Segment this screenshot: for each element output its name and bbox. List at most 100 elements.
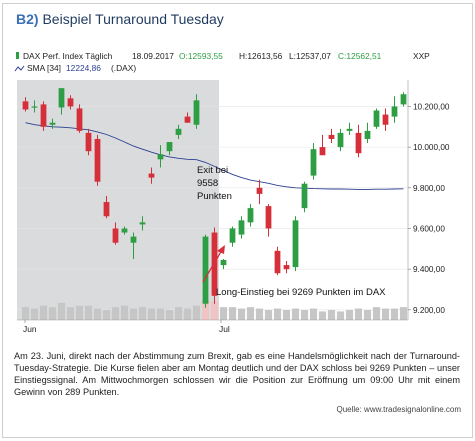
candle-body — [391, 106, 398, 117]
volume-bar — [300, 310, 309, 320]
figure-title: B2) Beispiel Turnaround Tuesday — [16, 11, 224, 27]
volume-bar — [282, 310, 291, 320]
candle-body — [40, 104, 47, 127]
volume-bar — [39, 305, 48, 320]
candle-body — [229, 228, 236, 243]
volume-bar — [192, 305, 201, 320]
volume-bar — [264, 310, 273, 320]
volume-bar — [291, 308, 300, 320]
candle-body — [157, 154, 164, 160]
candle-body — [400, 94, 407, 105]
volume-bar — [30, 308, 39, 320]
candle-body — [49, 122, 56, 125]
candle-body — [310, 149, 317, 176]
candle-body — [184, 116, 191, 123]
candle-body — [256, 187, 263, 194]
volume-bar — [174, 307, 183, 320]
volume-bar — [399, 307, 408, 320]
volume-bars — [21, 300, 408, 320]
candle-body — [139, 222, 146, 225]
volume-bar — [381, 308, 390, 320]
y-tick-label: 10.000,00 — [413, 143, 450, 152]
candle-body — [346, 128, 353, 131]
candle-body — [373, 110, 380, 127]
volume-bar — [75, 305, 84, 320]
candle-body — [67, 98, 74, 107]
entry-arrow-head — [217, 245, 225, 254]
y-tick-label: 9.400,00 — [413, 265, 445, 274]
legend-date: 18.09.2017 — [132, 51, 174, 61]
candle-body — [238, 220, 245, 235]
candle-body — [202, 236, 209, 304]
y-tick-label: 9.600,00 — [413, 224, 445, 233]
candlestick-chart: 10.200,00 10.000,00 9.800,00 9.600,00 9.400,… — [14, 51, 450, 334]
volume-bar — [390, 308, 399, 320]
exit-annotation: Exit bei 9558 Punkten — [197, 165, 232, 202]
x-tick-label: Jun — [23, 324, 37, 334]
volume-bar — [111, 307, 120, 320]
candle-body — [85, 132, 92, 152]
figure-title-text: Beispiel Turnaround Tuesday — [42, 11, 224, 27]
legend-open: O:12593,55 — [179, 51, 223, 61]
candle-body — [76, 108, 83, 131]
x-axis: Jun Jul — [17, 319, 408, 334]
volume-bar — [120, 305, 129, 320]
candle-body — [328, 134, 335, 139]
volume-bar — [237, 308, 246, 320]
volume-bar — [66, 307, 75, 320]
volume-bar — [48, 307, 57, 320]
exit-annotation-line3: Punkten — [197, 191, 232, 202]
volume-bar — [345, 310, 354, 320]
volume-bar — [138, 307, 147, 320]
candle-body — [22, 101, 29, 110]
volume-bar — [228, 307, 237, 320]
volume-bar — [165, 310, 174, 320]
volume-bar — [156, 308, 165, 320]
sma-legend-value: 12224,86 — [66, 63, 101, 73]
legend-high: H:12613,56 — [239, 51, 283, 61]
candles — [22, 88, 407, 308]
volume-bar — [273, 308, 282, 320]
y-tick-label: 10.200,00 — [413, 102, 450, 111]
volume-bar — [93, 308, 102, 320]
sma-legend-series: (.DAX) — [111, 63, 136, 73]
candle-body — [382, 114, 389, 125]
candle-body — [112, 228, 119, 243]
volume-bar — [102, 310, 111, 320]
volume-bar — [372, 307, 381, 320]
chart-legend: DAX Perf. Index Täglich 18.09.2017 O:125… — [14, 51, 430, 73]
candle-body — [301, 183, 308, 209]
candle-body — [364, 130, 371, 139]
candle-body — [283, 265, 290, 270]
volume-bar — [309, 308, 318, 320]
legend-candle-swatch — [16, 52, 19, 59]
exit-annotation-line2: 9558 — [197, 178, 218, 189]
volume-bar — [183, 308, 192, 320]
volume-bar — [219, 307, 228, 320]
legend-symbol: XXP — [413, 51, 430, 61]
volume-bar — [246, 307, 255, 320]
figure-label: B2) — [16, 11, 39, 27]
candle-body — [247, 208, 254, 223]
sma-legend-icon — [14, 65, 25, 72]
candle-body — [148, 173, 155, 178]
volume-bar — [336, 311, 345, 320]
candle-body — [58, 88, 65, 108]
shaded-period — [17, 80, 219, 320]
candle-body — [355, 132, 362, 154]
candle-body — [166, 142, 173, 152]
candle-body — [94, 138, 101, 182]
volume-bar — [255, 308, 264, 320]
legend-close: C:12562,51 — [338, 51, 382, 61]
y-axis: 10.200,00 10.000,00 9.800,00 9.600,00 9.400,… — [407, 80, 450, 320]
entry-annotation: Long-Einstieg bei 9269 Punkten im DAX — [216, 287, 386, 298]
candle-body — [319, 147, 326, 156]
candle-body — [211, 232, 218, 296]
volume-bar — [354, 308, 363, 320]
volume-bar — [327, 310, 336, 320]
volume-bar — [21, 307, 30, 320]
volume-bar — [57, 302, 66, 320]
volume-bar — [147, 308, 156, 320]
candle-body — [292, 220, 299, 268]
candle-body — [130, 236, 137, 243]
